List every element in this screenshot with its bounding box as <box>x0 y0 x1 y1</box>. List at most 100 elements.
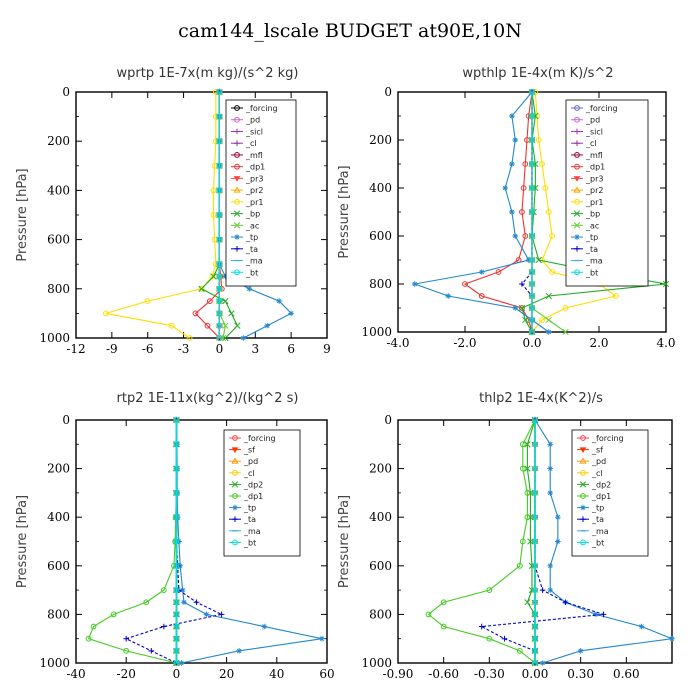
legend-item: _pr3 <box>231 174 263 183</box>
data-point <box>555 514 561 520</box>
data-point <box>288 310 294 317</box>
y-tick-label: 1000 <box>39 331 70 345</box>
data-point <box>173 514 180 521</box>
chart-title: wpthlp 1E-4x(m K)/s^2 <box>462 66 613 81</box>
legend-marker <box>579 457 587 464</box>
legend-item: _cl <box>571 139 597 148</box>
series-line <box>463 91 533 333</box>
legend-marker <box>234 198 240 205</box>
legend-item: _pr1 <box>571 198 603 207</box>
data-point <box>542 185 549 191</box>
data-point <box>562 305 569 311</box>
legend-marker <box>574 269 580 276</box>
y-tick-label: 600 <box>369 559 392 573</box>
legend-label: _pr2 <box>245 186 263 195</box>
x-tick-label: 6 <box>287 342 295 356</box>
legend-marker <box>232 435 238 441</box>
data-point <box>173 635 180 642</box>
chart-title: thlp2 1E-4x(K^2)/s <box>479 391 603 406</box>
data-point <box>173 465 180 472</box>
x-tick-label: 0.0 <box>522 336 541 350</box>
legend-label: _dp1 <box>591 492 611 501</box>
legend-item: _tp <box>577 504 604 513</box>
data-point <box>535 256 542 264</box>
data-point <box>228 310 235 317</box>
legend-item: _pd <box>571 116 600 125</box>
legend-label: _pd <box>585 116 600 125</box>
series-bt <box>216 89 223 341</box>
data-point <box>209 273 216 280</box>
data-point <box>524 465 531 472</box>
data-point <box>519 281 525 287</box>
legend-marker <box>233 210 241 217</box>
legend-box <box>565 99 649 287</box>
data-point <box>562 599 569 606</box>
legend-label: _pr3 <box>585 174 603 183</box>
x-tick-label: -0.90 <box>383 667 414 681</box>
legend-label: _forcing <box>243 434 276 443</box>
data-point <box>102 310 109 317</box>
legend-item: _ac <box>571 221 599 230</box>
legend-marker <box>580 469 586 476</box>
data-point <box>173 587 180 594</box>
data-point <box>529 137 535 143</box>
legend-label: _ta <box>591 515 604 524</box>
legend-item: _bt <box>571 268 598 277</box>
data-point <box>529 329 535 335</box>
series-dp1 <box>85 417 180 666</box>
data-point <box>539 161 545 167</box>
data-point <box>178 660 185 666</box>
legend-item: _dp2 <box>229 480 263 489</box>
data-point <box>161 623 167 630</box>
data-point <box>216 285 223 292</box>
data-point <box>198 285 205 292</box>
legend-marker <box>573 210 581 217</box>
legend-label: _pd <box>243 457 258 466</box>
y-tick-label: 800 <box>47 282 70 296</box>
legend-item: _dp1 <box>229 492 263 501</box>
legend-label: _ta <box>585 245 598 254</box>
y-tick-label: 1000 <box>39 656 70 670</box>
legend-item: _dp2 <box>577 480 611 489</box>
data-point <box>210 273 217 280</box>
x-tick-label: 0.30 <box>567 667 594 681</box>
legend: _forcing _sf _pd _cl _dp2 _dp1 _tp _ta _ma _bt <box>223 429 301 557</box>
legend-box <box>571 429 649 557</box>
legend-label: _pr2 <box>585 186 603 195</box>
data-point <box>532 562 538 569</box>
chart-wprtp: wprtp 1E-7x(m kg)/(s^2 kg) Pressure [hPa]… <box>15 66 331 356</box>
data-point <box>216 212 223 218</box>
legend: _forcing _pd _sicl _cl _mfl _dp1 _pr3 _pr2 _pr1 _… <box>565 99 649 287</box>
data-point <box>173 441 180 448</box>
legend-label: _mfl <box>585 151 603 160</box>
data-point <box>512 233 519 239</box>
data-point <box>204 322 211 329</box>
y-tick-label: 400 <box>369 181 392 195</box>
legend-item: _bp <box>231 210 260 219</box>
legend-label: _ma <box>585 257 603 266</box>
legend-item: _dp1 <box>571 163 605 172</box>
legend-label: _dp1 <box>243 492 263 501</box>
legend-label: _ac <box>585 221 599 230</box>
data-point <box>173 417 180 423</box>
data-point <box>519 441 526 448</box>
data-point <box>222 297 229 305</box>
series-line <box>105 92 217 339</box>
data-point <box>179 587 186 593</box>
y-tick-label: 0 <box>384 85 392 99</box>
data-point <box>193 599 200 606</box>
legend-label: _sf <box>591 446 603 455</box>
legend-label: _tp <box>591 504 604 513</box>
y-tick-label: 600 <box>369 229 392 243</box>
legend-marker <box>231 457 239 464</box>
data-point <box>547 587 554 593</box>
legend-label: _cl <box>591 469 603 478</box>
legend-marker <box>580 435 586 441</box>
y-tick-label: 200 <box>47 462 70 476</box>
data-point <box>519 305 525 311</box>
legend-label: _ma <box>243 527 261 536</box>
legend-item: _bt <box>577 538 604 547</box>
x-tick-label: 0 <box>173 667 181 681</box>
data-point <box>216 162 223 169</box>
x-tick-label: -0.60 <box>428 667 459 681</box>
